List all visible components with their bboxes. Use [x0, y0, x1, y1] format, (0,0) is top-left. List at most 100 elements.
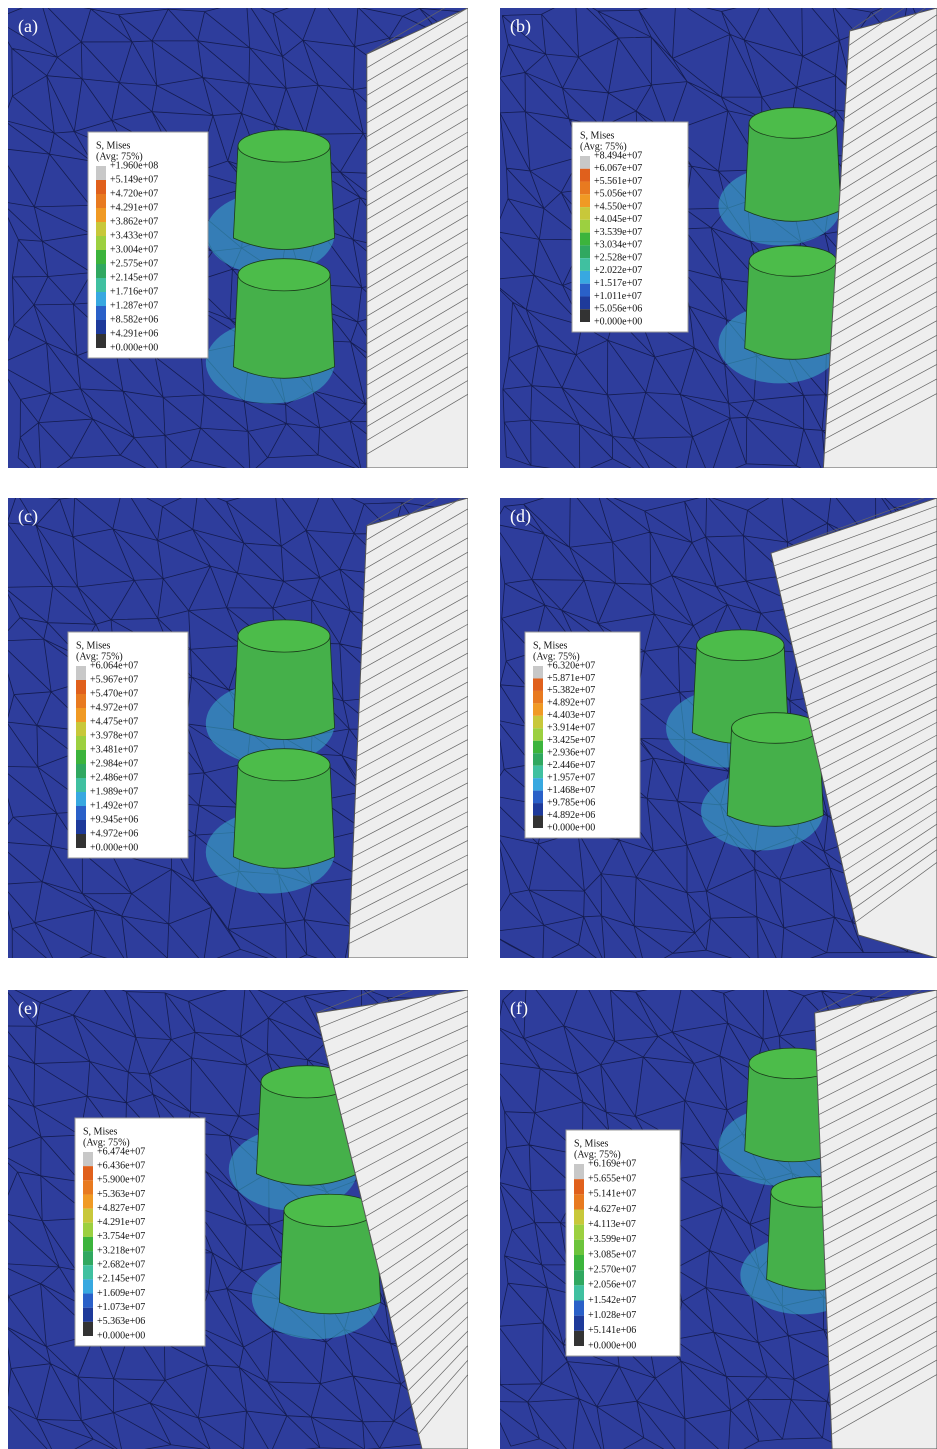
color-band — [96, 208, 106, 222]
legend-value: +4.113e+07 — [588, 1219, 636, 1230]
color-band — [96, 278, 106, 292]
legend-value: +4.291e+07 — [110, 202, 158, 213]
legend-value: +1.716e+07 — [110, 286, 158, 297]
color-band — [83, 1223, 93, 1237]
color-band — [96, 334, 106, 348]
color-band — [83, 1279, 93, 1293]
legend-value: +0.000e+00 — [547, 822, 595, 833]
legend-value: +5.967e+07 — [90, 674, 138, 685]
legend-value: +1.542e+07 — [588, 1295, 636, 1306]
legend-value: +0.000e+00 — [97, 1330, 145, 1341]
legend-value: +5.900e+07 — [97, 1175, 145, 1186]
legend-value: +2.145e+07 — [97, 1274, 145, 1285]
color-band — [580, 258, 590, 271]
legend-title: S, Mises — [83, 1126, 118, 1137]
color-band — [574, 1240, 584, 1255]
pin-top — [238, 749, 330, 781]
color-band — [76, 722, 86, 736]
color-band — [580, 220, 590, 233]
color-band — [76, 694, 86, 708]
color-band — [83, 1166, 93, 1180]
panel-label: (e) — [18, 998, 38, 1019]
legend-value: +2.486e+07 — [90, 772, 138, 783]
color-band — [580, 182, 590, 195]
legend-value: +9.945e+06 — [90, 814, 138, 825]
legend-value: +6.064e+07 — [90, 660, 138, 671]
color-band — [533, 716, 543, 728]
color-band — [580, 207, 590, 220]
panel-label: (d) — [510, 506, 531, 527]
color-band — [83, 1322, 93, 1336]
color-band — [574, 1179, 584, 1194]
legend-value: +3.914e+07 — [547, 723, 595, 734]
legend-value: +5.363e+07 — [97, 1189, 145, 1200]
legend-value: +1.989e+07 — [90, 786, 138, 797]
legend-value: +2.984e+07 — [90, 758, 138, 769]
legend-value: +2.936e+07 — [547, 748, 595, 759]
legend-value: +3.085e+07 — [588, 1249, 636, 1260]
legend-value: +3.481e+07 — [90, 744, 138, 755]
legend-value: +0.000e+00 — [588, 1340, 636, 1351]
color-band — [533, 741, 543, 753]
legend-value: +6.067e+07 — [594, 163, 642, 174]
color-band — [76, 764, 86, 778]
color-band — [96, 236, 106, 250]
legend-value: +1.957e+07 — [547, 772, 595, 783]
color-band — [580, 169, 590, 182]
panel-label: (c) — [18, 506, 38, 527]
color-band — [76, 834, 86, 848]
color-band — [574, 1225, 584, 1240]
legend-value: +9.785e+06 — [547, 797, 595, 808]
legend-value: +3.218e+07 — [97, 1245, 145, 1256]
color-band — [533, 678, 543, 690]
panel-label: (f) — [510, 998, 528, 1019]
color-band — [96, 180, 106, 194]
legend-value: +4.403e+07 — [547, 710, 595, 721]
legend-title: S, Mises — [96, 140, 131, 151]
color-band — [96, 306, 106, 320]
legend-value: +0.000e+00 — [90, 842, 138, 853]
panel — [0, 953, 481, 1449]
pin-top — [697, 630, 784, 661]
color-band — [533, 666, 543, 678]
color-band — [96, 320, 106, 334]
legend-value: +3.425e+07 — [547, 735, 595, 746]
legend-value: +3.862e+07 — [110, 216, 158, 227]
pin-top — [238, 130, 330, 162]
legend-value: +3.004e+07 — [110, 244, 158, 255]
panel-label: (a) — [18, 16, 38, 37]
pin-top — [238, 259, 330, 291]
legend-value: +5.056e+07 — [594, 189, 642, 200]
legend-value: +1.517e+07 — [594, 278, 642, 289]
legend-value: +2.682e+07 — [97, 1260, 145, 1271]
color-band — [574, 1210, 584, 1225]
color-band — [76, 820, 86, 834]
legend-value: +3.433e+07 — [110, 230, 158, 241]
pin-top — [749, 108, 836, 139]
color-band — [83, 1180, 93, 1194]
legend-value: +5.149e+07 — [110, 174, 158, 185]
legend-value: +3.754e+07 — [97, 1231, 145, 1242]
legend-value: +6.320e+07 — [547, 660, 595, 671]
color-band — [83, 1308, 93, 1322]
legend-value: +2.575e+07 — [110, 258, 158, 269]
legend-title: S, Mises — [580, 130, 615, 141]
legend-title: S, Mises — [76, 640, 111, 651]
legend-value: +5.056e+06 — [594, 304, 642, 315]
color-band — [83, 1237, 93, 1251]
legend-value: +4.627e+07 — [588, 1204, 636, 1215]
legend-value: +4.045e+07 — [594, 214, 642, 225]
color-band — [83, 1265, 93, 1279]
legend-value: +4.827e+07 — [97, 1203, 145, 1214]
color-band — [76, 750, 86, 764]
color-band — [83, 1194, 93, 1208]
legend-value: +3.539e+07 — [594, 227, 642, 238]
legend-value: +2.570e+07 — [588, 1264, 636, 1275]
color-band — [96, 250, 106, 264]
color-band — [580, 156, 590, 169]
color-band — [533, 766, 543, 778]
legend-value: +4.972e+06 — [90, 828, 138, 839]
legend-value: +4.291e+07 — [97, 1217, 145, 1228]
color-band — [96, 264, 106, 278]
color-band — [580, 284, 590, 297]
